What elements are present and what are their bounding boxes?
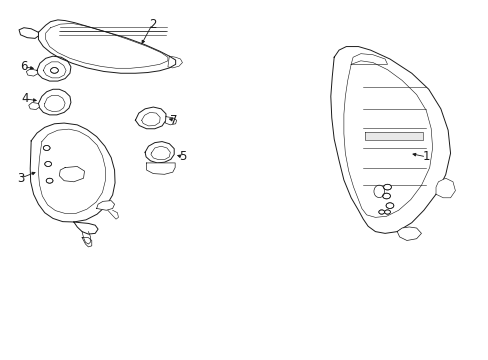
Circle shape [383,184,390,190]
Polygon shape [39,89,71,115]
Text: 6: 6 [20,60,28,73]
Polygon shape [135,107,165,129]
Text: 1: 1 [422,150,429,163]
Polygon shape [19,28,39,39]
Polygon shape [26,69,38,76]
Polygon shape [146,163,175,174]
Circle shape [386,203,393,208]
Polygon shape [396,227,421,240]
Polygon shape [330,46,449,233]
Polygon shape [364,132,422,140]
Circle shape [46,178,53,183]
Text: 7: 7 [170,114,178,127]
Polygon shape [165,117,176,125]
Polygon shape [145,141,174,163]
Text: 4: 4 [21,93,29,105]
Polygon shape [39,20,175,73]
Polygon shape [82,238,92,247]
Polygon shape [74,222,98,234]
Polygon shape [59,166,84,182]
Circle shape [43,145,50,150]
Text: 5: 5 [179,150,186,163]
Circle shape [384,210,389,214]
Circle shape [50,68,58,73]
Circle shape [382,193,389,199]
Circle shape [45,162,51,166]
Text: 3: 3 [17,172,24,185]
Polygon shape [29,103,40,109]
Polygon shape [435,178,454,198]
Polygon shape [30,123,115,222]
Polygon shape [350,54,386,64]
Circle shape [378,210,384,214]
Text: 2: 2 [148,18,156,31]
Polygon shape [97,201,114,210]
Polygon shape [37,56,71,81]
